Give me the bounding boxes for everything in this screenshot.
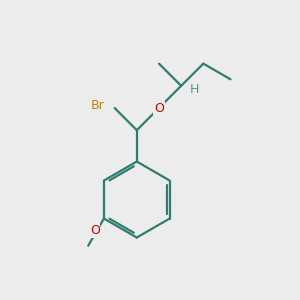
Text: H: H: [189, 83, 199, 96]
Text: Br: Br: [91, 99, 105, 112]
Text: O: O: [90, 224, 100, 237]
Text: O: O: [154, 101, 164, 115]
